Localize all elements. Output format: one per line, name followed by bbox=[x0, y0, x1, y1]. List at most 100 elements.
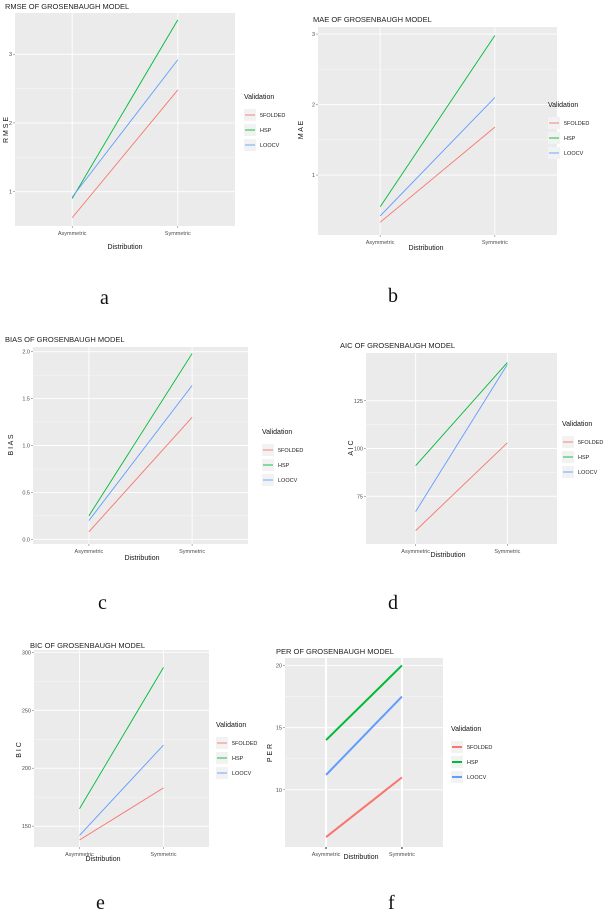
legend-title: Validation bbox=[451, 726, 481, 733]
subfigure-caption-e: e bbox=[96, 892, 105, 914]
subfigure-caption-d: d bbox=[388, 592, 398, 614]
x-tick-label: Symmetric bbox=[494, 549, 520, 555]
series-line-5folded bbox=[88, 417, 193, 533]
y-tick-label: 2.0 bbox=[22, 350, 30, 356]
chart-title: MAE OF GROSENBAUGH MODEL bbox=[313, 15, 432, 24]
y-axis-label: B I A S bbox=[8, 434, 15, 455]
series-line-5folded bbox=[325, 776, 403, 838]
legend-item: HSP bbox=[564, 136, 576, 142]
legend-item: HSP bbox=[278, 463, 290, 469]
y-tick-label: 75 bbox=[357, 494, 363, 500]
y-tick-label: 10 bbox=[276, 788, 282, 794]
y-tick-label: 1.0 bbox=[22, 444, 30, 450]
chart-f: PER OF GROSENBAUGH MODEL 10 15 20 Asymmetric… bbox=[267, 647, 492, 861]
chart-c: BIAS OF GROSENBAUGH MODEL 0.0 0.5 1.0 1.5 2.0… bbox=[5, 335, 303, 562]
series-line-loocv bbox=[71, 59, 179, 198]
chart-e: BIC OF GROSENBAUGH MODEL 150 200 250 300 Asym… bbox=[16, 641, 257, 863]
y-tick-label: 3 bbox=[9, 52, 12, 58]
y-tick-label: 2 bbox=[9, 121, 12, 127]
y-tick-label: 100 bbox=[354, 447, 363, 453]
x-tick-label: Symmetric bbox=[482, 240, 508, 246]
series-line-loocv bbox=[79, 744, 164, 836]
legend-item: 5FOLDED bbox=[564, 121, 589, 127]
legend-item: 5FOLDED bbox=[260, 113, 285, 119]
series-line-loocv bbox=[325, 695, 403, 776]
series-line-5folded bbox=[79, 787, 164, 841]
series-line-hsp bbox=[71, 19, 179, 199]
legend-item: 5FOLDED bbox=[467, 745, 492, 751]
x-axis-label: Distribution bbox=[408, 245, 443, 252]
x-axis-label: Distribution bbox=[430, 552, 465, 559]
legend-title: Validation bbox=[244, 94, 274, 101]
y-tick-label: 0.5 bbox=[22, 490, 30, 496]
y-axis-label: B I C bbox=[16, 742, 23, 758]
y-axis-label: A I C bbox=[348, 440, 355, 455]
x-axis-label: Distribution bbox=[85, 856, 120, 863]
series-line-hsp bbox=[88, 353, 193, 517]
y-tick-label: 20 bbox=[276, 663, 282, 669]
plot-panel bbox=[34, 650, 209, 847]
y-axis-label: R M S E bbox=[3, 117, 10, 143]
series-line-5folded bbox=[379, 126, 496, 223]
legend-item: LOOCV bbox=[578, 470, 598, 476]
series-line-loocv bbox=[379, 97, 496, 217]
legend-item: HSP bbox=[232, 756, 244, 762]
legend-item: LOOCV bbox=[260, 143, 280, 149]
series-line-5folded bbox=[71, 89, 179, 219]
series-line-5folded bbox=[415, 442, 508, 531]
y-tick-label: 125 bbox=[354, 399, 363, 405]
chart-b: MAE OF GROSENBAUGH MODEL 1 2 3 Asymmetric Sym… bbox=[298, 15, 589, 252]
y-tick-label: 0.0 bbox=[22, 537, 30, 543]
chart-d: AIC OF GROSENBAUGH MODEL 75 100 125 Asymmetr… bbox=[340, 341, 603, 559]
legend-item: HSP bbox=[260, 128, 272, 134]
chart-title: PER OF GROSENBAUGH MODEL bbox=[276, 647, 394, 656]
y-tick-label: 1.5 bbox=[22, 397, 30, 403]
x-tick-label: Asymmetric bbox=[401, 549, 430, 555]
subfigure-caption-a: a bbox=[100, 287, 109, 309]
x-tick-label: Symmetric bbox=[179, 549, 205, 555]
x-tick-label: Asymmetric bbox=[366, 240, 395, 246]
legend-title: Validation bbox=[548, 102, 578, 109]
y-tick-label: 3 bbox=[312, 32, 315, 38]
legend-item: HSP bbox=[467, 760, 479, 766]
x-axis-label: Distribution bbox=[343, 854, 378, 861]
x-tick-label: Asymmetric bbox=[65, 852, 94, 858]
y-tick-label: 1 bbox=[312, 173, 315, 179]
legend-item: 5FOLDED bbox=[278, 448, 303, 454]
chart-title: BIC OF GROSENBAUGH MODEL bbox=[30, 641, 145, 650]
y-tick-label: 300 bbox=[22, 650, 31, 656]
x-tick-label: Asymmetric bbox=[312, 852, 341, 858]
subfigure-caption-f: f bbox=[388, 892, 395, 914]
plot-panel bbox=[285, 658, 443, 847]
subfigure-caption-b: b bbox=[388, 285, 398, 307]
y-tick-label: 250 bbox=[22, 708, 31, 714]
x-tick-label: Symmetric bbox=[165, 231, 191, 237]
series-line-hsp bbox=[79, 667, 164, 809]
series-line-loocv bbox=[88, 385, 193, 521]
chart-title: AIC OF GROSENBAUGH MODEL bbox=[340, 341, 455, 350]
y-tick-label: 1 bbox=[9, 190, 12, 196]
plot-panel bbox=[15, 13, 235, 226]
x-axis-label: Distribution bbox=[107, 244, 142, 251]
legend-title: Validation bbox=[262, 429, 292, 436]
subfigure-caption-c: c bbox=[98, 592, 107, 614]
chart-title: BIAS OF GROSENBAUGH MODEL bbox=[5, 335, 125, 344]
series-line-hsp bbox=[325, 664, 403, 741]
legend-item: LOOCV bbox=[467, 775, 487, 781]
legend-item: 5FOLDED bbox=[232, 741, 257, 747]
chart-a: RMSE OF GROSENBAUGH MODEL 1 2 3 Asymmetric Sy… bbox=[3, 2, 285, 251]
series-line-loocv bbox=[415, 364, 508, 512]
chart-title: RMSE OF GROSENBAUGH MODEL bbox=[5, 2, 129, 11]
series-line-hsp bbox=[415, 362, 508, 466]
x-tick-label: Symmetric bbox=[151, 852, 177, 858]
legend-item: LOOCV bbox=[232, 771, 252, 777]
legend-title: Validation bbox=[216, 722, 246, 729]
series-line-hsp bbox=[379, 35, 496, 208]
y-tick-label: 150 bbox=[22, 824, 31, 830]
x-tick-label: Asymmetric bbox=[75, 549, 104, 555]
legend-title: Validation bbox=[562, 421, 592, 428]
legend-item: HSP bbox=[578, 455, 590, 461]
y-tick-label: 2 bbox=[312, 103, 315, 109]
legend-item: LOOCV bbox=[278, 478, 298, 484]
x-tick-label: Symmetric bbox=[389, 852, 415, 858]
